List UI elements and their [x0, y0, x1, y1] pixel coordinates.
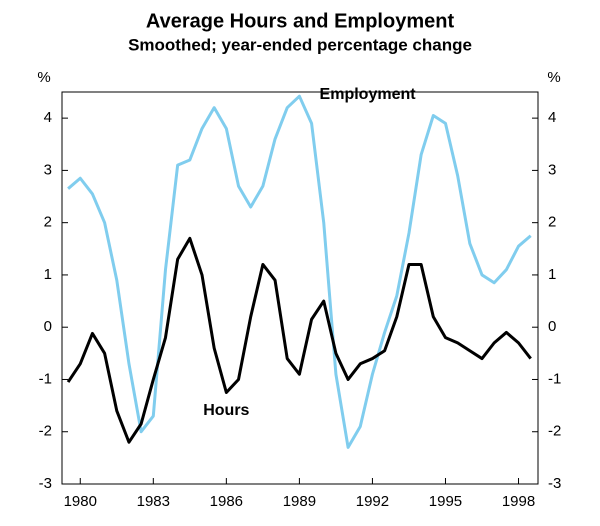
- y-tick-label: -1: [39, 370, 52, 387]
- x-tick-label: 1995: [429, 493, 462, 510]
- y-tick-label: 3: [44, 161, 52, 178]
- x-tick-label: 1998: [502, 493, 535, 510]
- y2-tick-label: 1: [548, 266, 556, 283]
- y2-tick-label: 0: [548, 318, 556, 335]
- annotation: Employment: [320, 86, 417, 103]
- line-0: [67, 94, 532, 449]
- x-tick-label: 1992: [356, 493, 389, 510]
- y-tick-label: 1: [44, 266, 52, 283]
- y-tick-label: 4: [44, 109, 52, 126]
- y-tick-label: 0: [44, 318, 52, 335]
- y2-tick-label: 2: [548, 214, 556, 231]
- y-tick-label: 2: [44, 214, 52, 231]
- y2-tick-label: -3: [548, 475, 561, 492]
- line-1: [66, 236, 532, 444]
- y2-tick-label: 3: [548, 161, 556, 178]
- x-tick-label: 1986: [210, 493, 243, 510]
- plot-frame: [61, 91, 539, 485]
- y2-tick-label: 4: [548, 109, 556, 126]
- x-tick-label: 1983: [137, 493, 170, 510]
- y2-tick-label: -1: [548, 370, 561, 387]
- annotation: Hours: [203, 402, 249, 419]
- chart-subtitle: Smoothed; year-ended percentage change: [128, 35, 472, 54]
- y-axis-label: %: [37, 69, 50, 86]
- y-tick-label: -3: [39, 475, 52, 492]
- y2-tick-label: -2: [548, 423, 561, 440]
- y-tick-label: -2: [39, 423, 52, 440]
- y2-axis-label: %: [547, 69, 560, 86]
- chart-title: Average Hours and Employment: [146, 10, 455, 32]
- x-tick-label: 1989: [283, 493, 316, 510]
- x-tick-label: 1980: [64, 493, 97, 510]
